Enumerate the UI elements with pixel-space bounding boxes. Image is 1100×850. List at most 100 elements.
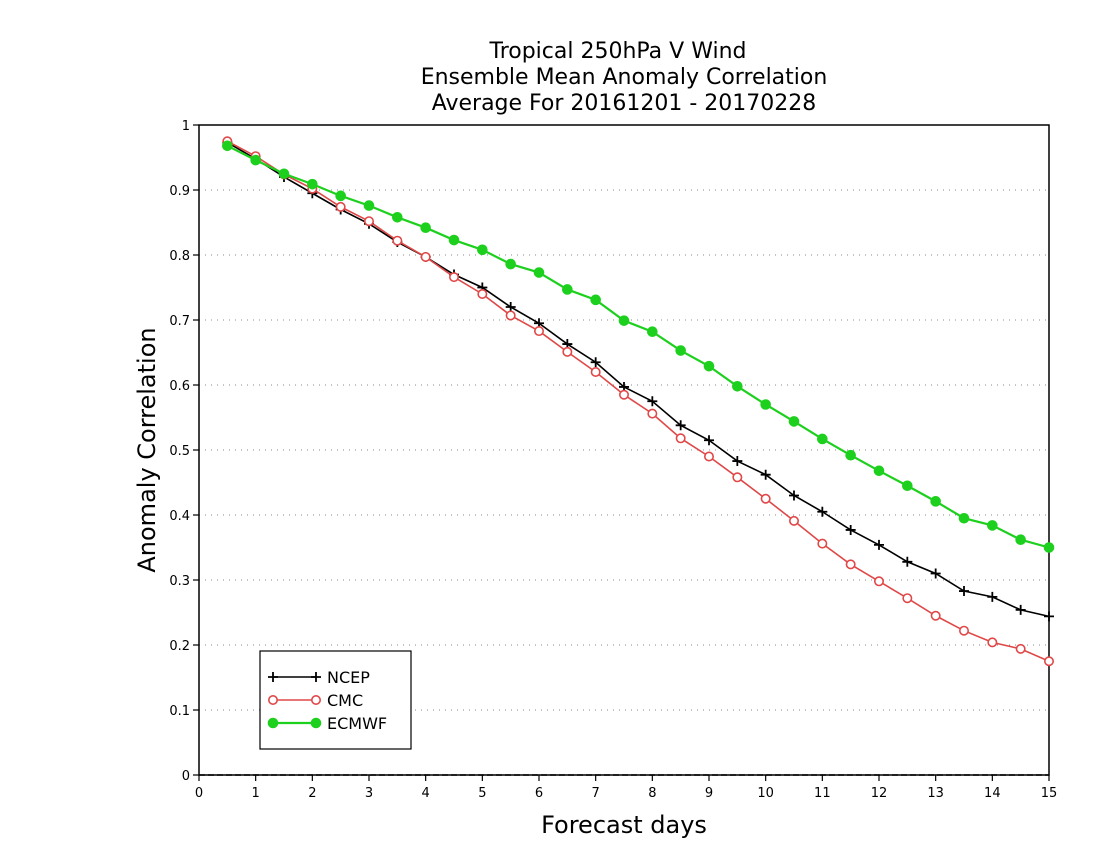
data-point-cmc (873, 576, 884, 587)
x-tick-label: 5 (478, 786, 486, 801)
legend-marker (267, 694, 278, 705)
data-point-cmc (618, 389, 629, 400)
data-point-ecmwf (533, 267, 545, 278)
legend-marker (310, 717, 322, 729)
data-point-cmc (958, 625, 969, 636)
data-point-ncep (1044, 611, 1054, 622)
series-layer (222, 136, 1055, 667)
x-tick-label: 3 (365, 786, 373, 801)
y-tick-label: 0.7 (169, 314, 190, 329)
data-point-ncep (817, 506, 828, 517)
legend: NCEP CMC ECMWF (259, 650, 412, 750)
data-point-cmc (392, 235, 403, 246)
data-point-ncep (902, 556, 913, 567)
data-point-cmc (477, 288, 488, 299)
data-point-ecmwf (278, 168, 290, 180)
x-tick-label: 15 (1041, 786, 1058, 801)
legend-marker (311, 672, 321, 682)
data-point-cmc (1044, 656, 1055, 667)
data-point-cmc (1015, 643, 1026, 654)
legend-marker (267, 717, 279, 729)
x-tick-label: 12 (871, 786, 888, 801)
data-point-ecmwf (760, 399, 771, 410)
data-point-ncep (874, 539, 884, 550)
data-point-cmc (675, 433, 686, 444)
data-point-ecmwf (703, 360, 715, 372)
chart-title-line-3: Average For 20161201 - 20170228 (432, 91, 817, 116)
y-tick-label: 1 (182, 119, 190, 134)
data-point-cmc (505, 310, 516, 321)
x-tick-label: 10 (757, 786, 774, 801)
data-point-ecmwf (788, 416, 800, 427)
legend-label: NCEP (327, 668, 370, 687)
chart-title: Tropical 250hPa V Wind Ensemble Mean Ano… (421, 39, 828, 116)
data-point-ecmwf (335, 190, 346, 202)
gridlines (199, 189, 1049, 711)
series-cmc (222, 136, 1055, 667)
y-tick-label: 0.9 (169, 184, 190, 199)
data-point-ncep (987, 591, 998, 602)
data-point-ncep (675, 420, 686, 431)
x-tick-label: 0 (195, 786, 203, 801)
data-point-ecmwf (1043, 542, 1055, 553)
data-point-ecmwf (590, 294, 601, 306)
data-point-ecmwf (363, 200, 375, 211)
data-point-ncep (959, 586, 969, 597)
data-point-cmc (902, 593, 913, 604)
data-point-ncep (845, 524, 856, 535)
data-point-cmc (817, 538, 828, 549)
data-point-cmc (335, 201, 346, 212)
chart-title-line-2: Ensemble Mean Anomaly Correlation (421, 65, 828, 90)
y-tick-label: 0.2 (169, 639, 190, 654)
data-point-ecmwf (618, 315, 630, 326)
data-point-cmc (987, 637, 998, 648)
data-point-cmc (562, 346, 573, 357)
data-point-ecmwf (987, 520, 998, 531)
data-point-ecmwf (420, 222, 431, 233)
series-line-ecmwf (226, 144, 1050, 549)
data-point-ecmwf (647, 326, 658, 338)
x-axis-label: Forecast days (541, 811, 707, 839)
data-point-cmc (845, 559, 856, 570)
x-tick-label: 6 (535, 786, 543, 801)
chart-title-line-1: Tropical 250hPa V Wind (488, 39, 746, 64)
x-tick-label: 13 (927, 786, 944, 801)
series-line-cmc (226, 140, 1050, 662)
data-point-cmc (533, 326, 544, 337)
data-point-cmc (930, 610, 941, 621)
legend-item-cmc: CMC (267, 691, 363, 710)
data-point-cmc (703, 451, 714, 462)
data-point-ncep (505, 302, 516, 312)
data-point-ecmwf (307, 178, 318, 190)
y-tick-label: 0.8 (169, 249, 190, 264)
legend-label: CMC (327, 691, 363, 710)
legend-item-ecmwf: ECMWF (267, 714, 387, 733)
x-tick-label: 14 (984, 786, 1001, 801)
data-point-cmc (590, 366, 601, 377)
data-point-ncep (930, 568, 941, 579)
data-point-ecmwf (562, 284, 573, 295)
data-point-ecmwf (477, 244, 488, 256)
data-point-ncep (1015, 604, 1026, 615)
x-tick-label: 9 (705, 786, 713, 801)
data-point-ncep (732, 456, 743, 467)
data-point-ecmwf (505, 258, 516, 270)
data-point-cmc (363, 216, 374, 227)
axis-ticks: 00.10.20.30.40.50.60.70.80.910 1 2 3 4 5 6 7 8 9 1… (169, 119, 1057, 801)
data-point-ncep (760, 469, 771, 480)
legend-marker (310, 694, 321, 705)
y-tick-label: 0 (182, 769, 190, 784)
x-tick-label: 2 (308, 786, 316, 801)
data-point-ncep (789, 490, 799, 501)
data-point-ecmwf (873, 465, 885, 477)
data-point-cmc (420, 251, 431, 262)
x-tick-label: 8 (648, 786, 656, 801)
data-point-ecmwf (902, 480, 913, 492)
data-point-ecmwf (732, 381, 743, 392)
data-point-cmc (448, 272, 459, 283)
data-point-ecmwf (845, 449, 856, 461)
x-tick-label: 4 (422, 786, 430, 801)
data-point-ecmwf (958, 512, 970, 524)
data-point-ecmwf (817, 433, 828, 445)
